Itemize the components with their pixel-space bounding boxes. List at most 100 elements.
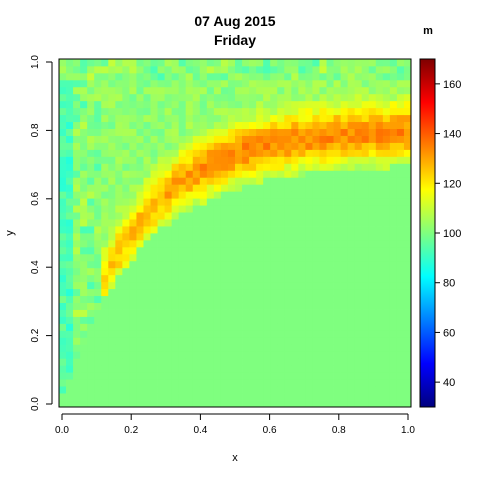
heatmap-cell	[382, 191, 391, 199]
heatmap-cell	[403, 170, 412, 178]
heatmap-cell	[284, 400, 292, 408]
heatmap-cell	[101, 59, 109, 67]
heatmap-cell	[403, 344, 412, 352]
heatmap-cell	[59, 316, 67, 324]
heatmap-cell	[396, 351, 405, 359]
heatmap-cell	[80, 86, 88, 95]
heatmap-cell	[150, 226, 158, 234]
heatmap-cell	[235, 170, 243, 178]
heatmap-cell	[347, 330, 356, 338]
heatmap-cell	[347, 142, 356, 150]
heatmap-cell	[333, 219, 341, 227]
heatmap-cell	[396, 246, 405, 255]
heatmap-cell	[122, 59, 130, 67]
heatmap-cell	[136, 358, 144, 366]
heatmap-cell	[101, 170, 109, 178]
heatmap-cell	[375, 302, 384, 310]
heatmap-cell	[312, 288, 320, 297]
heatmap-cell	[298, 253, 306, 262]
heatmap-cell	[129, 267, 137, 276]
heatmap-cell	[66, 239, 74, 248]
heatmap-cell	[108, 288, 116, 297]
heatmap-cell	[340, 281, 349, 290]
heatmap-cell	[122, 274, 130, 283]
heatmap-cell	[375, 281, 384, 290]
heatmap-cell	[213, 288, 222, 297]
heatmap-cell	[199, 302, 208, 310]
heatmap-cell	[319, 372, 327, 380]
heatmap-cell	[164, 170, 173, 178]
heatmap-cell	[382, 260, 391, 269]
heatmap-cell	[108, 309, 116, 317]
heatmap-cell	[354, 267, 363, 276]
heatmap-cell	[340, 100, 349, 109]
heatmap-cell	[389, 302, 398, 310]
heatmap-cell	[115, 93, 123, 102]
heatmap-cell	[199, 309, 208, 317]
heatmap-cell	[150, 267, 158, 276]
heatmap-cell	[80, 323, 88, 331]
heatmap-cell	[157, 351, 165, 359]
heatmap-cell	[185, 191, 194, 199]
heatmap-cell	[129, 379, 137, 387]
heatmap-cell	[242, 107, 250, 116]
heatmap-cell	[235, 260, 243, 269]
heatmap-cell	[235, 281, 243, 290]
heatmap-cell	[375, 114, 384, 123]
heatmap-cell	[249, 288, 257, 297]
heatmap-cell	[305, 93, 313, 102]
heatmap-cell	[220, 253, 229, 262]
heatmap-cell	[80, 205, 88, 213]
heatmap-cell	[312, 274, 320, 283]
heatmap-cell	[73, 316, 81, 324]
heatmap-cell	[164, 267, 173, 276]
heatmap-cell	[143, 316, 151, 324]
heatmap-cell	[291, 86, 299, 95]
heatmap-cell	[199, 59, 208, 67]
heatmap-cell	[291, 365, 299, 373]
heatmap-cell	[178, 114, 187, 123]
heatmap-cell	[361, 205, 370, 213]
heatmap-cell	[87, 184, 95, 192]
heatmap-cell	[129, 135, 137, 143]
heatmap-cell	[178, 302, 187, 310]
heatmap-cell	[199, 86, 208, 95]
heatmap-cell	[333, 260, 341, 269]
heatmap-cell	[136, 351, 144, 359]
heatmap-cell	[319, 239, 327, 248]
heatmap-cell	[157, 323, 165, 331]
heatmap-cell	[192, 142, 201, 150]
heatmap-cell	[220, 372, 229, 380]
heatmap-cell	[277, 135, 285, 143]
heatmap-cell	[326, 400, 334, 408]
heatmap-cell	[305, 246, 313, 255]
heatmap-cell	[284, 253, 292, 262]
heatmap-cell	[157, 205, 165, 213]
heatmap-cell	[108, 107, 116, 116]
heatmap-cell	[249, 65, 257, 74]
heatmap-cell	[213, 135, 222, 143]
heatmap-cell	[171, 198, 180, 206]
heatmap-cell	[206, 267, 215, 276]
heatmap-cell	[382, 330, 391, 338]
heatmap-cell	[298, 233, 306, 241]
heatmap-cell	[199, 191, 208, 199]
heatmap-cell	[220, 86, 229, 95]
heatmap-cell	[242, 128, 250, 136]
heatmap-cell	[277, 184, 285, 192]
heatmap-cell	[305, 100, 313, 109]
heatmap-cell	[59, 86, 67, 95]
heatmap-cell	[368, 219, 377, 227]
heatmap-cell	[101, 316, 109, 324]
heatmap-cell	[150, 337, 158, 345]
heatmap-cell	[108, 358, 116, 366]
heatmap-cell	[192, 233, 201, 241]
heatmap-cell	[340, 226, 349, 234]
heatmap-cell	[305, 156, 313, 164]
heatmap-cell	[291, 246, 299, 255]
heatmap-cell	[242, 386, 250, 394]
heatmap-cell	[263, 344, 271, 352]
heatmap-cell	[73, 337, 81, 345]
heatmap-cell	[347, 79, 356, 88]
heatmap-cell	[361, 107, 370, 116]
